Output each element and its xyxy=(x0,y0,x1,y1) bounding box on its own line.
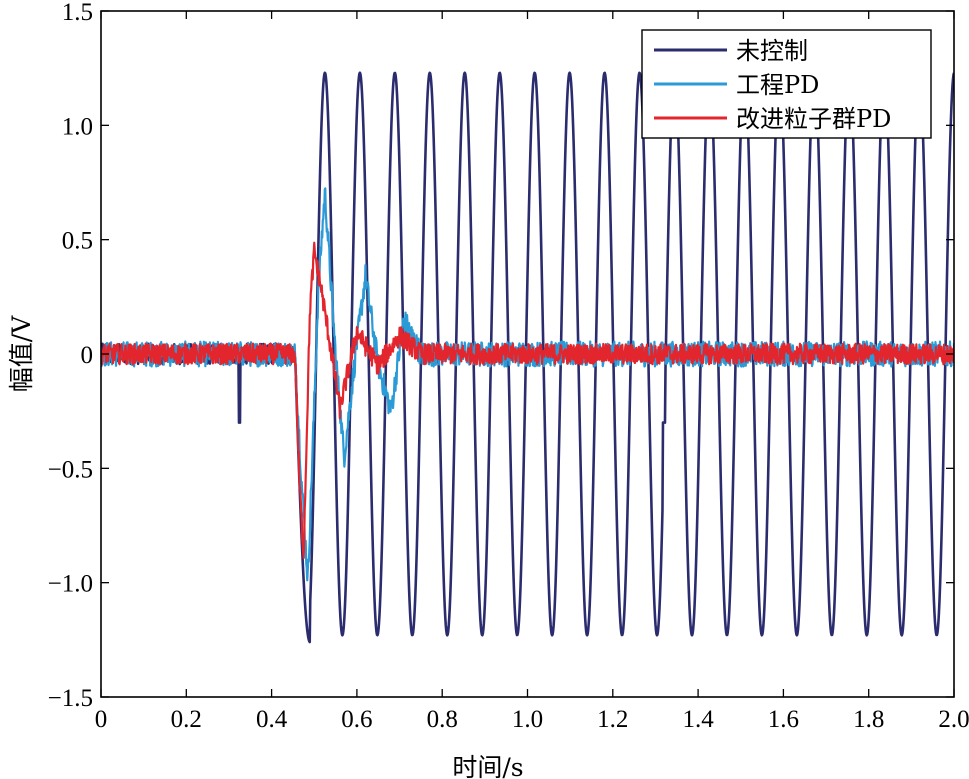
y-tick-label: 0 xyxy=(81,342,94,369)
y-tick-label: 1.5 xyxy=(62,0,93,26)
x-tick-label: 0.6 xyxy=(341,706,372,733)
legend-label: 未控制 xyxy=(736,37,808,65)
x-tick-label: 2.0 xyxy=(938,706,969,733)
legend-label: 改进粒子群PD xyxy=(736,105,891,133)
y-tick-label: −1.0 xyxy=(48,571,93,598)
x-tick-label: 0 xyxy=(95,706,108,733)
x-tick-label: 0.4 xyxy=(256,706,288,733)
y-axis-label: 幅值/V xyxy=(7,315,36,392)
y-tick-label: −0.5 xyxy=(48,456,93,483)
y-tick-label: 0.5 xyxy=(62,228,93,255)
ticks-layer: 0 0.2 0.4 0.6 0.8 1.0 1.2 1.4 1.6 1.8 2.0 1.5 1.0 0.5… xyxy=(48,0,969,733)
x-tick-label: 1.4 xyxy=(682,706,714,733)
series-line-2 xyxy=(101,241,954,560)
x-tick-label: 1.2 xyxy=(597,706,628,733)
x-tick-label: 1.0 xyxy=(512,706,543,733)
legend-label: 工程PD xyxy=(736,71,819,99)
y-tick-label: −1.5 xyxy=(48,685,93,712)
x-tick-label: 1.8 xyxy=(853,706,884,733)
x-tick-label: 0.8 xyxy=(427,706,458,733)
x-axis-label: 时间/s xyxy=(452,753,523,779)
y-tick-label: 1.0 xyxy=(62,113,93,140)
x-tick-label: 1.6 xyxy=(768,706,799,733)
x-tick-label: 0.2 xyxy=(171,706,202,733)
